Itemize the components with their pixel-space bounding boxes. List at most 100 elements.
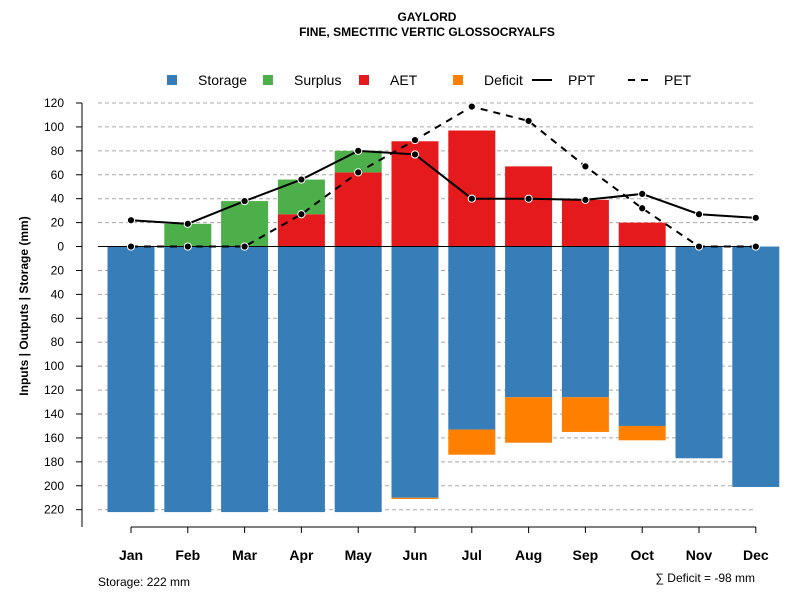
bar-storage-mar [221,246,269,513]
bar-deficit-jul [448,429,496,455]
legend-label-deficit: Deficit [484,72,523,88]
y-tick-label: 60 [51,311,65,325]
x-tick-label-jun: Jun [403,547,428,563]
x-tick-label-oct: Oct [631,547,655,563]
point-pet-oct [638,204,647,213]
bar-storage-apr [277,246,325,513]
point-pet-apr [297,210,306,219]
bar-aet-aug [505,166,553,247]
bar-storage-dec [732,246,780,487]
storage-footer: Storage: 222 mm [98,575,190,589]
point-ppt-sep [581,195,590,204]
point-ppt-mar [240,196,249,206]
deficit-footer: ∑ Deficit = -98 mm [655,571,755,585]
point-pet-aug [524,116,533,126]
y-tick-label: 200 [44,479,64,493]
x-tick-label-sep: Sep [573,547,599,563]
bars [98,130,780,513]
point-pet-jul [467,102,476,111]
x-tick-label-aug: Aug [515,547,542,563]
point-ppt-aug [524,194,533,203]
point-ppt-oct [638,189,647,199]
bar-storage-jan [107,246,155,513]
bar-aet-may [334,172,382,247]
point-pet-mar [240,242,249,251]
point-pet-jun [410,135,420,145]
point-ppt-feb [183,219,192,228]
x-tick-label-mar: Mar [232,547,257,563]
bar-deficit-sep [561,397,609,432]
bar-storage-feb [164,246,212,513]
x-tick-label-jul: Jul [462,547,482,563]
y-tick-label: 180 [44,455,64,469]
bar-storage-jul [448,246,496,430]
y-tick-label: 60 [51,168,65,182]
chart-subtitle: FINE, SMECTITIC VERTIC GLOSSOCRYALFS [299,25,555,39]
point-ppt-jun [410,150,420,159]
bar-surplus-feb [164,223,212,247]
y-tick-label: 40 [51,192,65,206]
bar-storage-aug [505,246,553,398]
bar-storage-jun [391,246,439,498]
y-tick-label: 80 [51,335,65,349]
y-tick-label: 20 [51,263,65,277]
y-axis-label: Inputs | Outputs | Storage (mm) [17,216,31,395]
bar-deficit-aug [505,397,553,443]
point-pet-jan [126,242,136,251]
bar-surplus-mar [221,201,269,247]
bar-aet-sep [561,199,609,247]
x-tick-label-jan: Jan [119,547,143,563]
y-tick-label: 120 [44,96,64,110]
point-pet-sep [581,162,590,171]
y-tick-label: 160 [44,431,64,445]
point-pet-nov [694,242,704,251]
point-ppt-apr [297,175,306,184]
point-pet-dec [751,242,760,251]
x-tick-label-may: May [345,547,372,563]
x-tick-label-nov: Nov [686,547,713,563]
legend: Storage Surplus AET Deficit PPT PET [167,72,692,88]
legend-label-surplus: Surplus [294,72,341,88]
y-tick-label: 120 [44,383,64,397]
bar-aet-jul [448,130,496,247]
bar-storage-oct [618,246,666,426]
legend-swatch-deficit [453,75,463,85]
legend-swatch-aet [359,75,369,85]
legend-label-storage: Storage [198,72,247,88]
bar-deficit-oct [618,425,666,441]
axes: 1201008060402002040608010012014016018020… [44,96,769,563]
x-tick-label-feb: Feb [175,547,200,563]
point-pet-may [354,168,363,177]
line-pet [131,105,756,248]
point-ppt-nov [694,210,704,219]
point-pet-feb [183,242,192,251]
line-ppt [130,149,756,225]
y-tick-label: 20 [51,216,65,230]
y-tick-label: 140 [44,407,64,421]
point-ppt-dec [751,213,760,222]
y-tick-label: 80 [51,144,65,158]
bar-storage-sep [561,246,609,398]
y-tick-label: 100 [44,120,64,134]
y-tick-label: 40 [51,287,65,301]
bar-aet-jun [391,141,439,247]
point-ppt-may [354,146,363,155]
bar-deficit-jun [391,497,439,499]
legend-label-aet: AET [390,72,418,88]
legend-swatch-surplus [263,75,273,85]
bar-storage-nov [675,246,723,459]
point-ppt-jan [126,216,136,225]
y-tick-label: 0 [57,240,64,254]
y-tick-label: 220 [44,503,64,517]
legend-label-ppt: PPT [568,72,596,88]
x-tick-label-apr: Apr [289,547,314,563]
point-ppt-jul [467,194,476,203]
chart-title: GAYLORD [398,10,457,24]
series-lines [126,102,760,251]
legend-label-pet: PET [664,72,692,88]
y-tick-label: 100 [44,359,64,373]
bar-storage-may [334,246,382,513]
bar-aet-apr [277,214,325,247]
legend-swatch-storage [167,75,177,85]
